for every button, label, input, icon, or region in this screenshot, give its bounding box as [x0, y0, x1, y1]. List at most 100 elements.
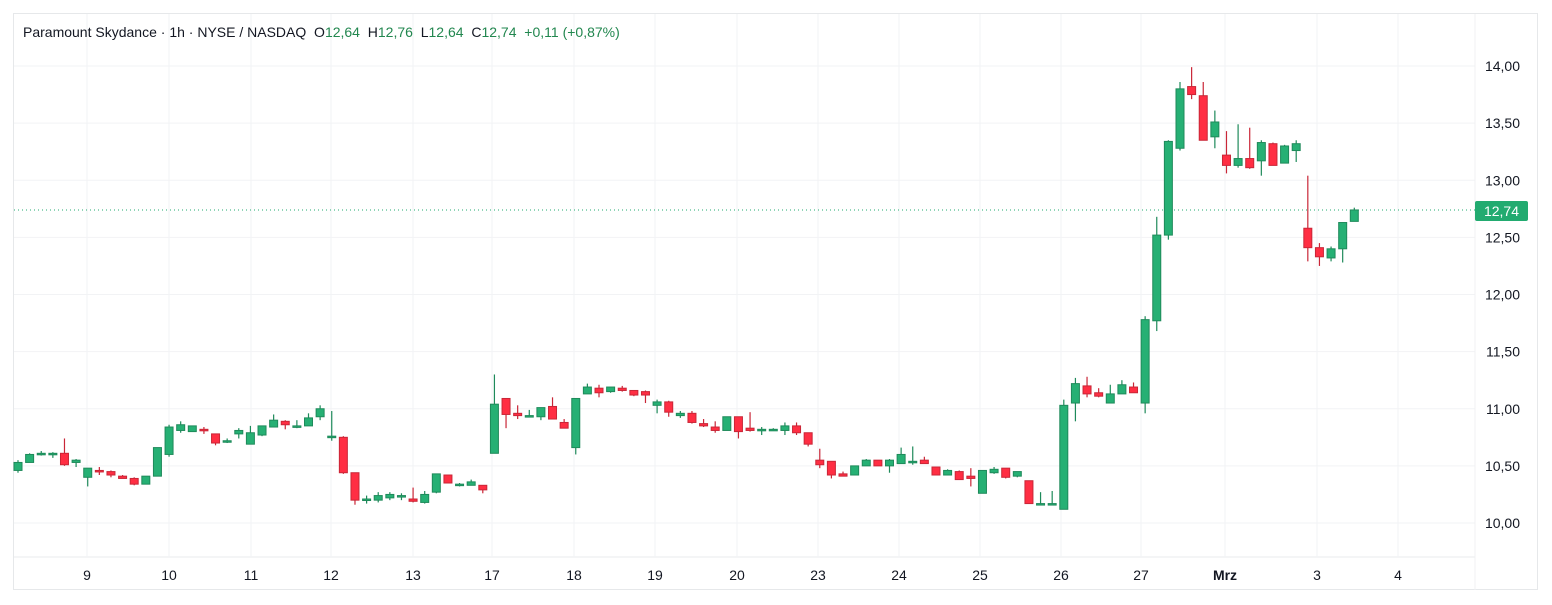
- candle: [780, 422, 790, 436]
- candle: [478, 484, 488, 494]
- y-tick-label: 10,50: [1485, 458, 1520, 474]
- candle: [1105, 384, 1115, 404]
- change-value: +0,11 (+0,87%): [524, 24, 620, 40]
- x-tick-label: 11: [244, 567, 259, 583]
- x-tick-label: Mrz: [1213, 567, 1237, 583]
- candle: [129, 477, 139, 486]
- candle: [664, 400, 674, 417]
- candle: [1221, 131, 1231, 174]
- candle: [640, 390, 650, 404]
- symbol-name[interactable]: Paramount Skydance: [23, 24, 157, 40]
- candle: [1070, 377, 1080, 422]
- candle: [94, 467, 104, 476]
- candle: [1303, 175, 1313, 262]
- candle: [176, 421, 186, 433]
- y-tick-label: 11,50: [1486, 344, 1520, 360]
- candle: [83, 467, 93, 487]
- candle: [733, 416, 743, 439]
- candle: [501, 397, 511, 429]
- candle: [606, 386, 616, 393]
- candle: [722, 416, 732, 431]
- candle: [1140, 316, 1150, 414]
- candle: [873, 459, 883, 467]
- candle: [548, 397, 558, 420]
- open-value: 12,64: [324, 24, 360, 40]
- y-tick-label: 10,00: [1485, 515, 1520, 531]
- x-tick-label: 25: [972, 567, 988, 583]
- candle: [1117, 380, 1127, 395]
- chart-legend: Paramount Skydance · 1h · NYSE / NASDAQ …: [23, 24, 620, 40]
- candle: [280, 420, 290, 430]
- interval-label[interactable]: 1h: [169, 24, 185, 40]
- candle: [838, 471, 848, 477]
- candle: [199, 427, 209, 434]
- candle: [362, 495, 372, 504]
- y-tick-label: 12,50: [1485, 229, 1520, 245]
- candle: [420, 491, 430, 504]
- candle: [489, 374, 499, 454]
- candle: [954, 470, 964, 481]
- candle: [13, 460, 23, 473]
- candle: [524, 409, 534, 418]
- candle: [327, 411, 337, 441]
- candle: [1187, 67, 1197, 100]
- candle: [338, 436, 348, 474]
- candle: [1001, 467, 1011, 479]
- candle: [1059, 399, 1069, 510]
- candle: [1314, 243, 1324, 266]
- candle: [211, 433, 221, 446]
- x-tick-label: 27: [1133, 567, 1149, 583]
- candle: [187, 425, 197, 433]
- candle: [36, 451, 46, 456]
- y-tick-label: 12,00: [1485, 287, 1520, 303]
- low-value: 12,64: [428, 24, 464, 40]
- y-tick-label: 14,00: [1485, 58, 1520, 74]
- candle: [1094, 388, 1104, 398]
- candle: [431, 473, 441, 494]
- candle: [652, 399, 662, 414]
- candle: [245, 425, 255, 445]
- high-label: H: [367, 24, 378, 40]
- x-tick-label: 3: [1313, 567, 1321, 583]
- candle: [385, 492, 395, 501]
- x-tick-label: 20: [729, 567, 745, 583]
- candle: [304, 413, 313, 427]
- candle: [582, 383, 592, 395]
- candle: [396, 493, 406, 501]
- candle: [455, 483, 465, 487]
- candle: [408, 487, 418, 503]
- candle: [48, 452, 58, 458]
- candle: [141, 475, 151, 485]
- candle: [1338, 222, 1348, 263]
- candle: [943, 469, 953, 476]
- candle: [896, 447, 906, 465]
- candle: [269, 414, 279, 428]
- candle: [594, 384, 604, 398]
- x-tick-label: 9: [83, 567, 91, 583]
- candle: [850, 465, 860, 476]
- candle: [699, 419, 709, 428]
- candle: [1024, 480, 1034, 505]
- candle: [617, 385, 627, 392]
- x-tick-label: 12: [323, 567, 339, 583]
- candle: [675, 411, 685, 418]
- candle: [1036, 492, 1046, 506]
- candle: [757, 427, 767, 436]
- candle: [315, 405, 325, 421]
- candle: [803, 432, 813, 447]
- candle: [466, 479, 476, 486]
- y-tick-label: 13,50: [1485, 115, 1520, 131]
- x-tick-label: 19: [647, 567, 663, 583]
- candle: [71, 459, 81, 468]
- x-tick-label: 17: [484, 567, 500, 583]
- candle: [106, 470, 116, 478]
- last-price-tag: 12,74: [1475, 201, 1528, 221]
- candle: [1163, 140, 1173, 240]
- exchange-label: NYSE / NASDAQ: [197, 24, 307, 40]
- candle: [977, 469, 987, 494]
- candle: [1291, 140, 1301, 162]
- candle: [1233, 124, 1243, 168]
- candle: [710, 421, 720, 433]
- y-tick-label: 11,00: [1486, 401, 1520, 417]
